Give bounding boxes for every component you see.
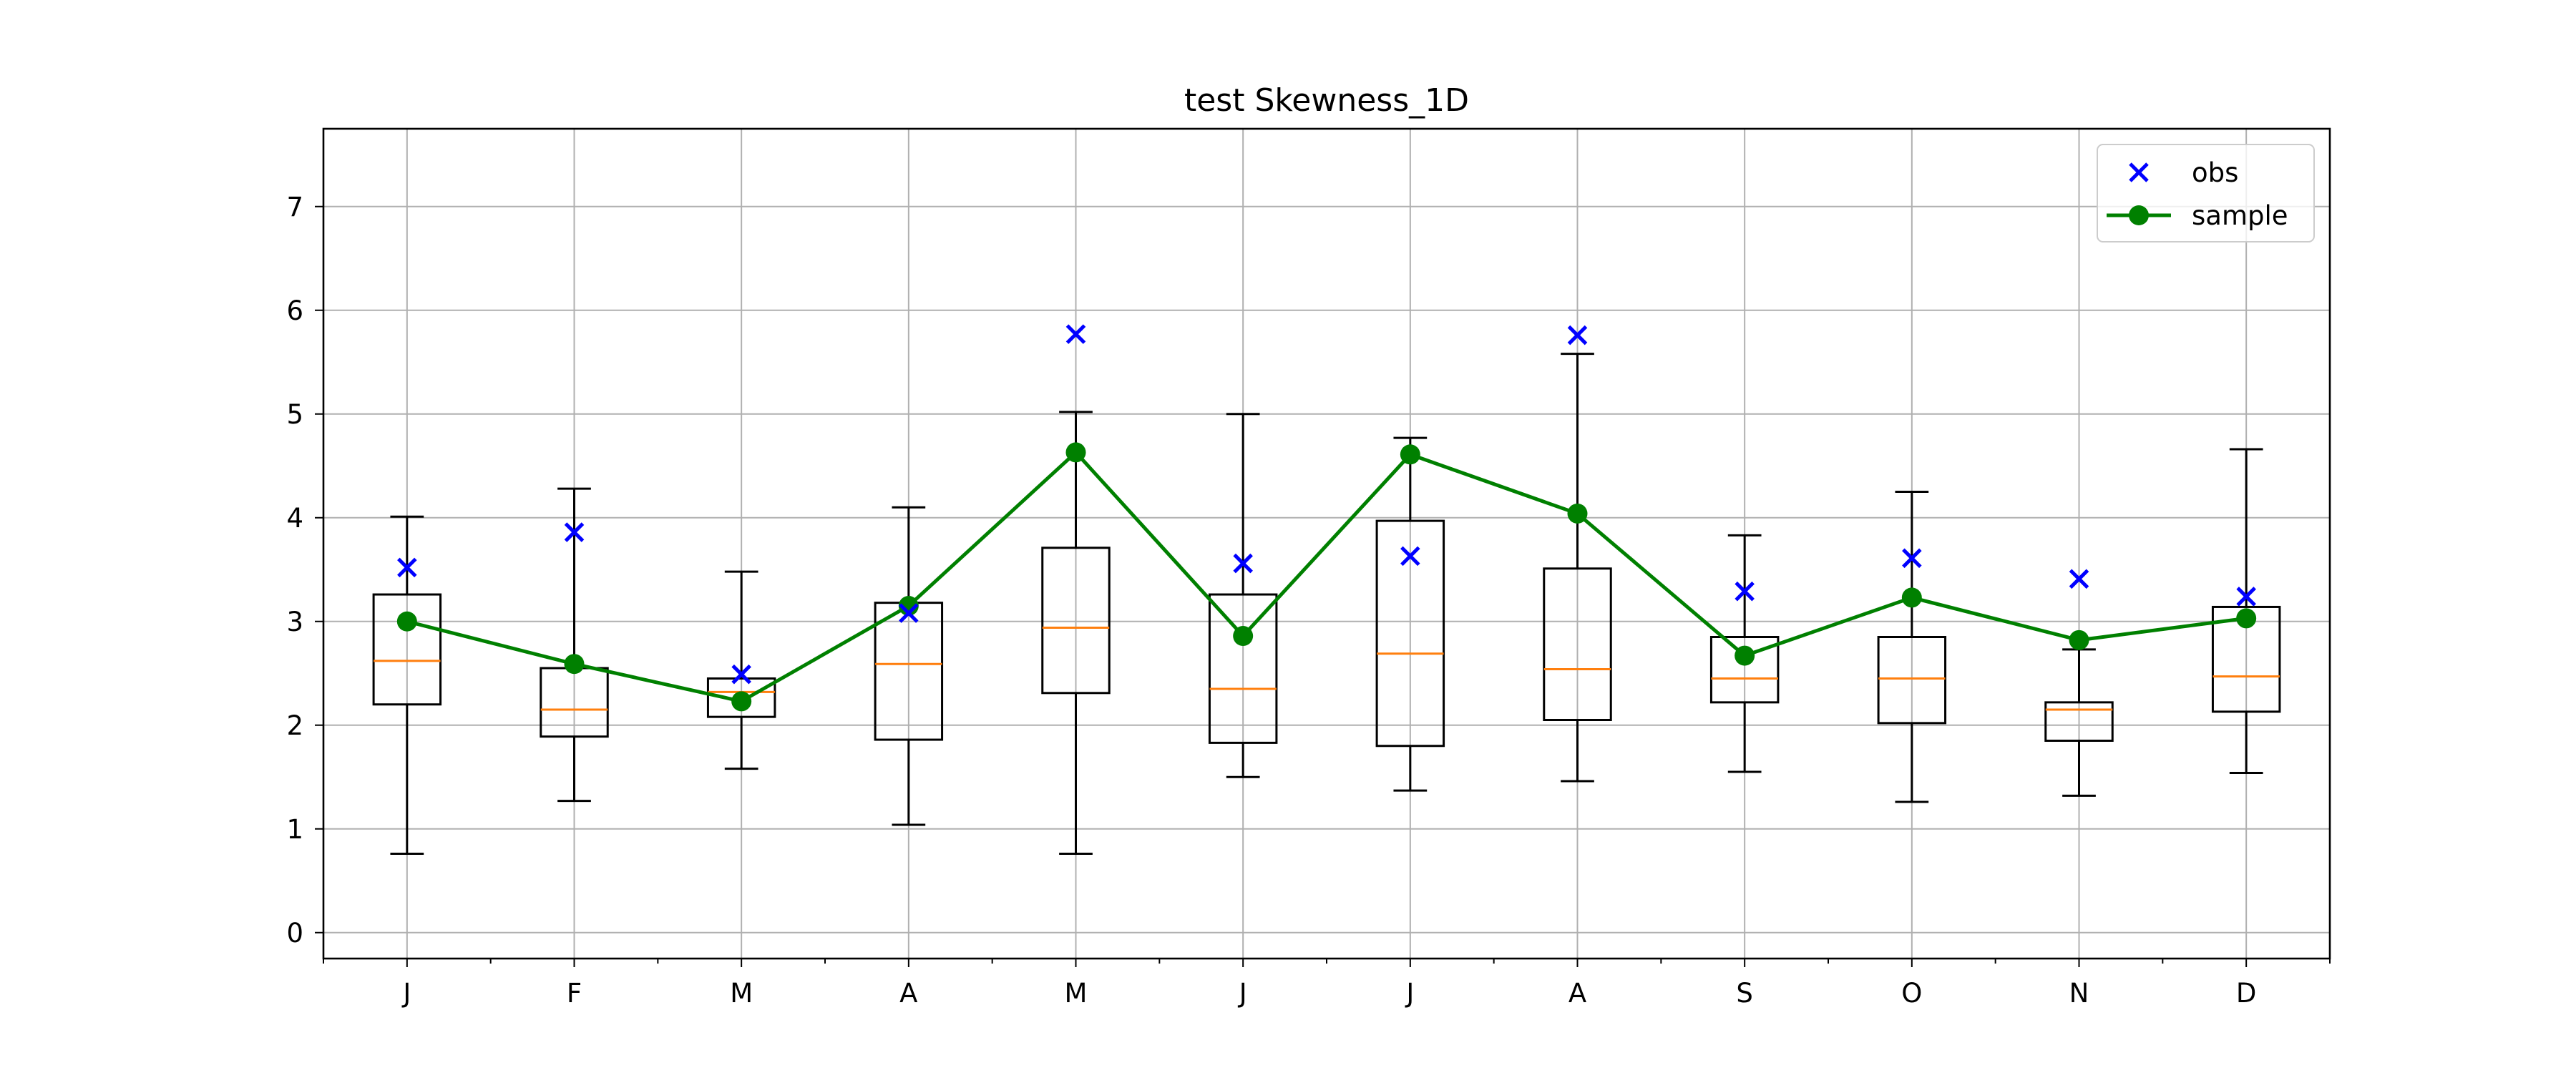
y-tick-label: 3 — [286, 607, 303, 637]
y-tick-label: 5 — [286, 399, 303, 430]
box-plot-O — [1877, 491, 1947, 803]
legend-sample-marker — [2129, 205, 2149, 225]
x-tick-label: D — [2236, 978, 2257, 1009]
obs-point — [2069, 569, 2089, 589]
box-plot-D — [2211, 448, 2281, 774]
box-plot-J — [372, 515, 442, 856]
legend-sample-label: sample — [2192, 200, 2288, 231]
legend-obs-label: obs — [2192, 157, 2238, 188]
sample-point — [898, 596, 919, 616]
obs-point — [1400, 546, 1420, 567]
y-tick-label: 2 — [286, 710, 303, 741]
sample-point — [731, 691, 752, 712]
obs-point — [1735, 581, 1755, 602]
legend-obs-marker — [2129, 162, 2149, 182]
x-tick-label: J — [1405, 978, 1414, 1009]
box-plot-F — [540, 487, 609, 803]
obs-point — [731, 664, 751, 685]
legend-box — [2097, 144, 2315, 242]
y-tick-label: 7 — [286, 192, 303, 222]
sample-point — [1400, 444, 1420, 465]
obs-point — [1567, 325, 1588, 346]
sample-point — [396, 611, 417, 632]
x-tick-label: J — [1238, 978, 1247, 1009]
x-tick-label: J — [401, 978, 411, 1009]
x-tick-label: M — [1065, 978, 1088, 1009]
box — [2044, 701, 2114, 742]
x-tick-label: F — [567, 978, 582, 1009]
y-tick-label: 6 — [286, 295, 303, 326]
obs-point — [899, 603, 919, 623]
box-plot-A — [1543, 353, 1612, 783]
box — [706, 677, 776, 718]
box — [372, 593, 442, 706]
sample-point — [2069, 629, 2089, 650]
box-plot-S — [1709, 534, 1780, 773]
axes: 0 1 2 3 4 5 6 7 J F M A M J J A S O N D — [286, 192, 2331, 1009]
box — [1041, 547, 1111, 695]
x-tick-label: A — [899, 978, 917, 1009]
sample-point — [1567, 503, 1588, 524]
box — [1208, 593, 1278, 744]
x-tick-label: S — [1736, 978, 1753, 1009]
obs-point — [1065, 324, 1086, 344]
box — [2211, 605, 2281, 713]
x-tick-label: A — [1568, 978, 1586, 1009]
legend: obs sample — [2097, 144, 2315, 242]
sample-point — [1233, 626, 1254, 647]
sample-point — [1065, 442, 1086, 463]
obs-point — [397, 557, 417, 578]
chart-title: test Skewness_1D — [1184, 82, 1469, 119]
obs-point — [2236, 587, 2256, 607]
sample-line — [406, 449, 2247, 704]
x-tick-label: N — [2069, 978, 2089, 1009]
y-tick-label: 0 — [286, 918, 303, 949]
sample-series — [396, 442, 2257, 712]
box — [1709, 636, 1780, 704]
obs-point — [1902, 548, 1922, 569]
y-tick-label: 4 — [286, 503, 303, 534]
box-plot-M — [1041, 411, 1111, 856]
obs-point — [564, 522, 585, 542]
y-tick-label: 1 — [286, 814, 303, 845]
x-tick-label: O — [1901, 978, 1922, 1009]
obs-series — [397, 324, 2256, 685]
box — [1375, 519, 1445, 748]
x-tick-label: M — [730, 978, 753, 1009]
obs-point — [1233, 553, 1253, 574]
sample-point — [2236, 608, 2257, 629]
sample-point — [1901, 587, 1922, 608]
sample-point — [1735, 645, 1755, 666]
box — [1543, 567, 1612, 721]
sample-point — [564, 654, 585, 675]
box — [1877, 636, 1947, 725]
box-plot-M — [706, 570, 776, 770]
